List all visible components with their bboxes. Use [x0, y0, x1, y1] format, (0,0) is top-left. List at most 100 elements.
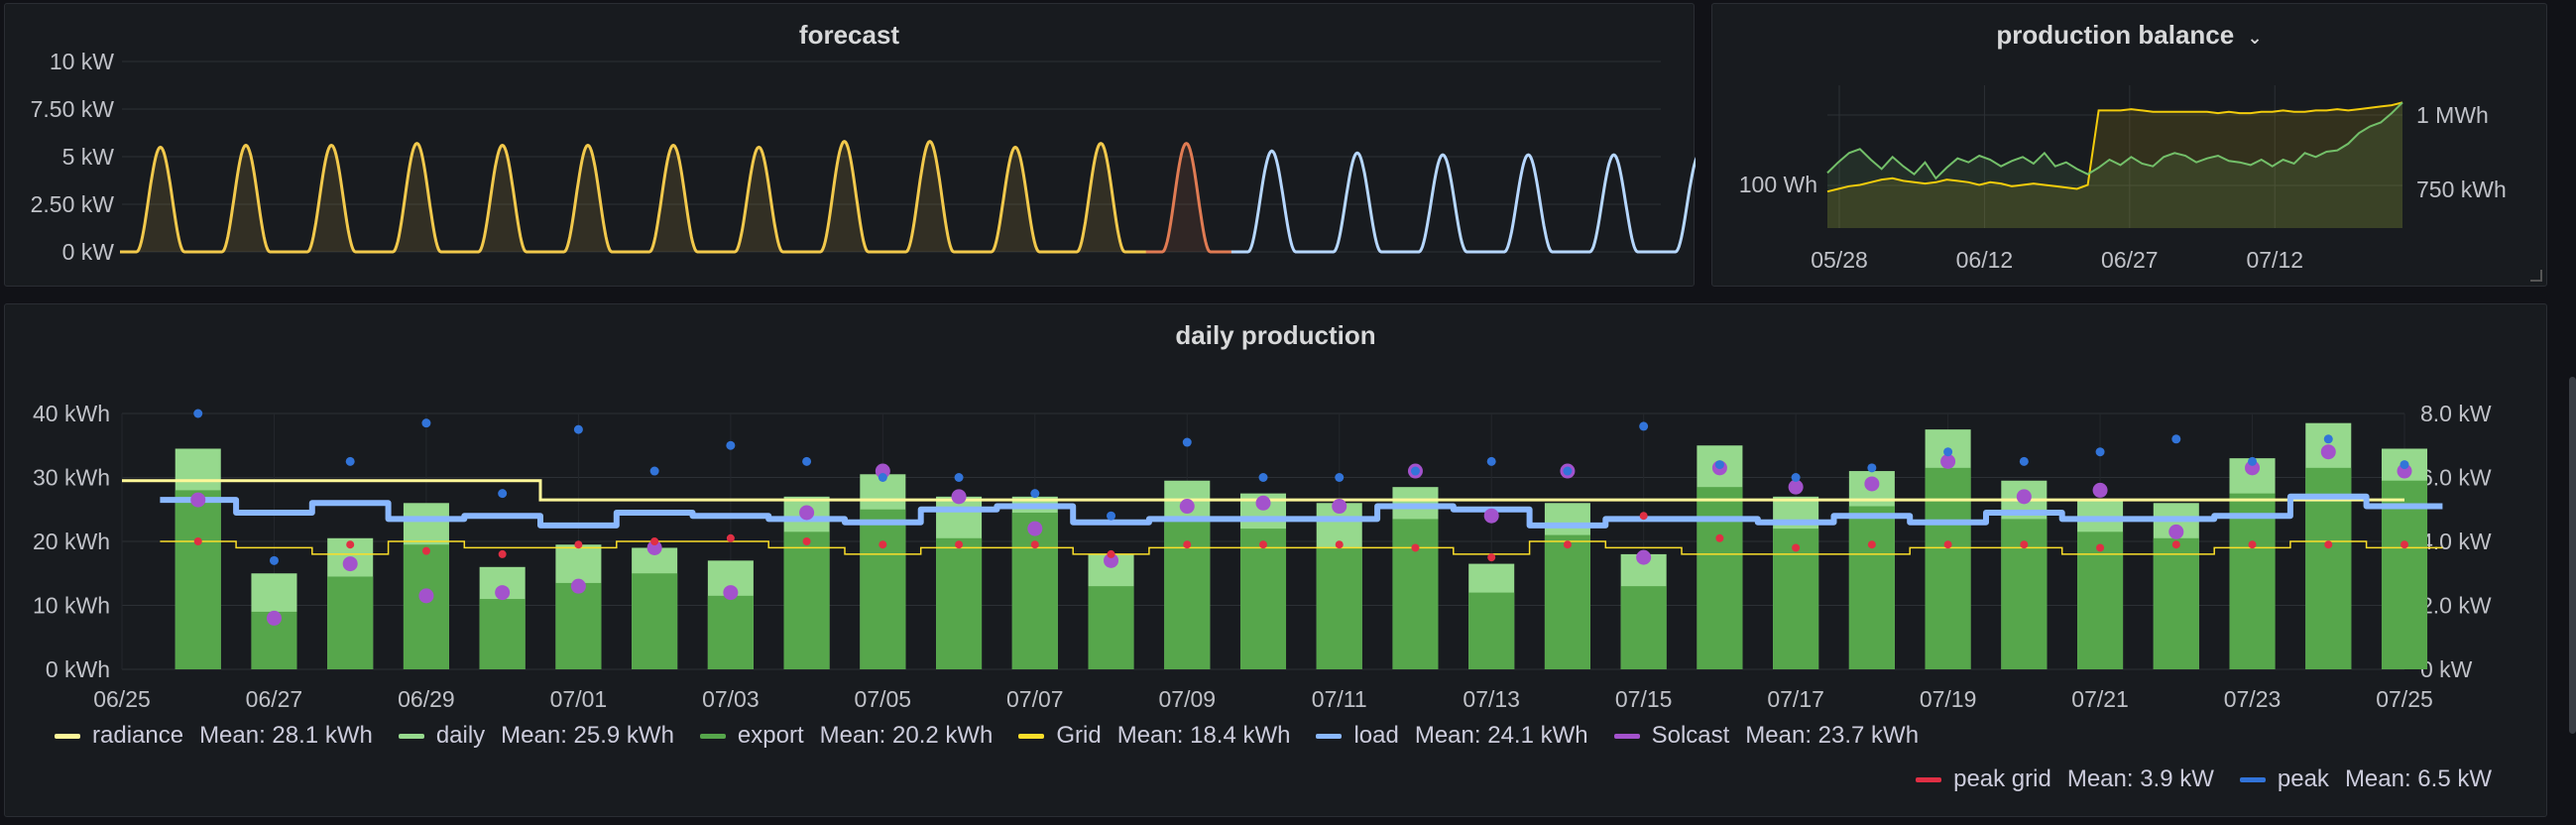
daily-legend: radiance Mean: 28.1 kWh daily Mean: 25.9 kW… — [55, 722, 1919, 750]
export-bar — [1773, 529, 1819, 669]
peak-grid-point — [650, 537, 659, 545]
balance-x-tick: 07/12 — [2246, 247, 2303, 273]
legend-item-peak[interactable]: peak — [2277, 766, 2329, 792]
export-bar — [2381, 480, 2428, 669]
daily-right-tick: 2.0 kW — [2420, 593, 2492, 619]
actual-curve — [205, 144, 294, 254]
legend-item-grid[interactable]: Grid — [1056, 722, 1102, 749]
legend-item-radiance[interactable]: radiance — [92, 722, 184, 749]
export-bar — [1392, 519, 1439, 669]
actual-curve-area — [975, 147, 1064, 252]
export-bar — [2229, 493, 2276, 669]
daily-x-tick: 07/09 — [1158, 686, 1216, 712]
peak-point — [802, 456, 812, 466]
legend-item-peak-grid[interactable]: peak grid — [1953, 766, 2051, 792]
forecast-y-tick: 10 kW — [50, 49, 114, 74]
legend-swatch — [1316, 733, 1343, 739]
legend-item-export[interactable]: export — [737, 722, 804, 749]
peak-point — [2095, 447, 2105, 457]
solcast-point — [646, 539, 662, 555]
balance-title-row[interactable]: production balance ⌄ — [1712, 20, 2546, 51]
forecast-title[interactable]: forecast — [798, 20, 900, 50]
legend-item-load[interactable]: load — [1353, 722, 1399, 749]
chevron-down-icon[interactable]: ⌄ — [2247, 28, 2263, 48]
solcast-point — [1788, 479, 1804, 495]
daily-x-tick: 06/29 — [398, 686, 455, 712]
peak-point — [726, 440, 736, 450]
daily-title[interactable]: daily production — [1175, 320, 1376, 350]
export-bar — [555, 582, 602, 669]
export-bar — [1925, 467, 1971, 669]
export-bar — [1088, 586, 1134, 669]
balance-right-tick: 1 MWh — [2416, 102, 2489, 128]
legend-swatch — [699, 733, 726, 739]
daily-left-tick: 40 kWh — [33, 401, 110, 426]
daily-right-tick: 4.0 kW — [2420, 529, 2492, 554]
daily-x-tick: 06/27 — [246, 686, 303, 712]
solcast-point — [190, 492, 206, 508]
panel-resize-handle[interactable] — [2530, 270, 2542, 282]
export-bar — [632, 573, 678, 669]
peak-point — [1182, 437, 1192, 447]
balance-title[interactable]: production balance — [1996, 20, 2235, 50]
peak-point — [2248, 456, 2258, 466]
peak-grid-point — [1639, 512, 1648, 521]
legend-stat: Mean: 24.1 kWh — [1414, 722, 1588, 749]
forecast-y-tick: 7.50 kW — [31, 96, 115, 122]
peak-grid-point — [2096, 543, 2105, 552]
solcast-point — [1179, 499, 1195, 515]
page-scrollbar[interactable] — [2569, 377, 2576, 734]
peak-grid-point — [1943, 540, 1952, 549]
export-bar — [2077, 531, 2124, 669]
peak-point — [878, 473, 887, 482]
balance-chart: 05/28 06/12 06/27 07/12 100 Wh 1 MWh 750 kWh — [1739, 85, 2507, 273]
actual-curve-area — [889, 141, 979, 252]
export-bar — [783, 531, 830, 669]
forecast-chart: 10 kW 7.50 kW 5 kW 2.50 kW 0 kW — [31, 49, 1696, 265]
balance-panel: production balance ⌄ 05/28 06/12 06/27 07/1… — [1711, 3, 2547, 287]
legend-item-solcast[interactable]: Solcast — [1651, 722, 1730, 749]
solcast-point — [799, 505, 815, 521]
peak-point — [573, 424, 583, 434]
peak-point — [2323, 434, 2333, 444]
legend-stat: Mean: 23.7 kWh — [1745, 722, 1920, 749]
production-area — [1827, 102, 2402, 228]
daily-x-tick: 07/05 — [855, 686, 912, 712]
daily-left-tick: 30 kWh — [33, 465, 110, 491]
actual-curve — [889, 140, 979, 254]
daily-x-tick: 07/19 — [1920, 686, 1977, 712]
forecast-y-tick: 0 kW — [62, 239, 115, 265]
daily-x-tick: 07/13 — [1463, 686, 1520, 712]
daily-chart: 40 kWh 8.0 kW 30 kWh 6.0 kW 20 kWh 4.0 kW 10 k… — [33, 401, 2492, 712]
legend-stat: Mean: 20.2 kWh — [819, 722, 994, 749]
daily-left-tick: 0 kWh — [46, 656, 110, 682]
export-bar — [1544, 534, 1590, 669]
peak-point — [1030, 489, 1040, 499]
export-bar — [327, 576, 374, 669]
forecast-curve — [1230, 149, 1321, 254]
peak-grid-point — [1715, 533, 1724, 542]
solcast-point — [1864, 476, 1880, 492]
peak-point — [1410, 466, 1420, 476]
daily-left-tick: 20 kWh — [33, 529, 110, 554]
forecast-curve — [1402, 153, 1491, 254]
legend-item-daily[interactable]: daily — [435, 722, 486, 749]
solcast-point — [1104, 552, 1119, 568]
export-bar — [1011, 512, 1058, 669]
actual-curve-area — [718, 147, 807, 252]
solcast-point — [2397, 463, 2412, 479]
balance-right-tick: 750 kWh — [2416, 177, 2507, 202]
peak-point — [2171, 434, 2181, 444]
peak-grid-point — [346, 540, 355, 549]
legend-stat: Mean: 3.9 kW — [2066, 766, 2214, 792]
peak-point — [1943, 447, 1953, 457]
legend-swatch — [1916, 776, 1942, 782]
legend-stat: Mean: 18.4 kWh — [1116, 722, 1291, 749]
daily-right-tick: 0 kW — [2420, 656, 2473, 682]
legend-stat: Mean: 28.1 kWh — [199, 722, 373, 749]
peak-grid-point — [1259, 540, 1267, 549]
forecast-curve — [1659, 156, 1696, 254]
peak-grid-point — [1867, 540, 1876, 549]
peak-point — [649, 466, 659, 476]
peak-point — [421, 418, 431, 428]
